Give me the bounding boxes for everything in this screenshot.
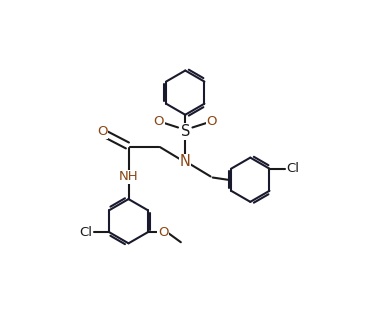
Text: O: O — [97, 125, 107, 138]
Text: Cl: Cl — [287, 162, 300, 175]
Text: O: O — [158, 226, 168, 239]
Text: N: N — [180, 154, 191, 169]
Text: S: S — [181, 124, 190, 139]
Text: Cl: Cl — [79, 226, 92, 239]
Text: O: O — [207, 115, 217, 128]
Text: O: O — [153, 115, 164, 128]
Text: NH: NH — [119, 170, 138, 183]
